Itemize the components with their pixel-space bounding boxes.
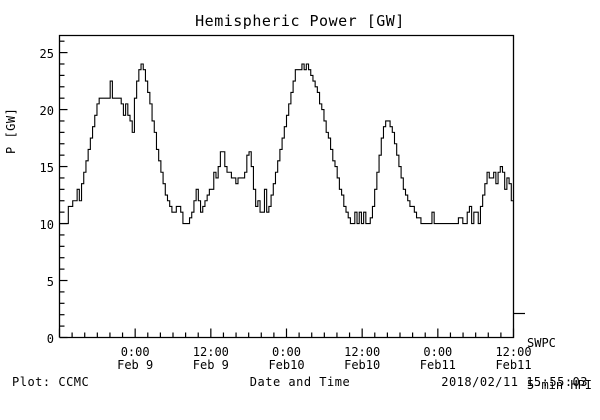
page-title: Hemispheric Power [GW]	[195, 12, 405, 30]
plot-frame	[58, 34, 515, 339]
plot-canvas	[58, 34, 525, 339]
legend-line-1: SWPC	[527, 336, 556, 350]
x-tick-label: 0:00 Feb11	[403, 346, 473, 372]
x-tick-date: Feb 9	[117, 358, 154, 372]
x-tick-time: 0:00	[272, 345, 301, 359]
x-tick-label: 0:00 Feb 9	[100, 346, 170, 372]
y-tick-label: 20	[39, 103, 54, 118]
y-tick-label: 25	[39, 46, 54, 61]
axes-frame	[58, 34, 515, 339]
y-tick-label: 5	[46, 274, 54, 289]
chart-page: Hemispheric Power [GW] P [GW] Date and T…	[4, 0, 592, 400]
plot-timestamp: 2018/02/11 15:55:03	[441, 375, 588, 389]
legend-label: SWPC 5-min HPI	[527, 308, 592, 420]
data-series-swpc-5min-hpi	[59, 63, 514, 225]
x-tick-time: 0:00	[423, 345, 453, 359]
x-axis-tick-labels: 0:00 Feb 9 12:00 Feb 9 0:00 Feb10 12:00 Feb10 0:…	[100, 346, 549, 372]
series-line	[59, 63, 514, 225]
x-tick-time: 12:00	[344, 345, 381, 359]
x-tick-label: 0:00 Feb10	[252, 346, 322, 372]
x-tick-date: Feb10	[344, 358, 381, 372]
x-axis-label: Date and Time	[249, 375, 351, 389]
x-tick-time: 12:00	[495, 345, 532, 359]
x-tick-date: Feb11	[419, 358, 456, 372]
x-tick-date: Feb 9	[192, 358, 229, 372]
y-axis-tick-labels: 0 5 10 15 20 25	[26, 0, 54, 400]
x-tick-label: 12:00 Feb10	[327, 346, 397, 372]
x-tick-label: 12:00 Feb11	[479, 346, 549, 372]
y-tick-label: 0	[46, 331, 54, 346]
x-tick-date: Feb10	[268, 358, 305, 372]
plot-credit: Plot: CCMC	[12, 375, 90, 389]
axis-ticks	[58, 40, 515, 339]
x-tick-label: 12:00 Feb 9	[176, 346, 246, 372]
legend-line-2: 5-min HPI	[527, 378, 593, 392]
y-tick-label: 10	[39, 217, 54, 232]
y-tick-label: 15	[39, 160, 54, 175]
x-tick-time: 0:00	[120, 345, 150, 359]
x-tick-date: Feb11	[495, 358, 532, 372]
x-tick-time: 12:00	[192, 345, 229, 359]
